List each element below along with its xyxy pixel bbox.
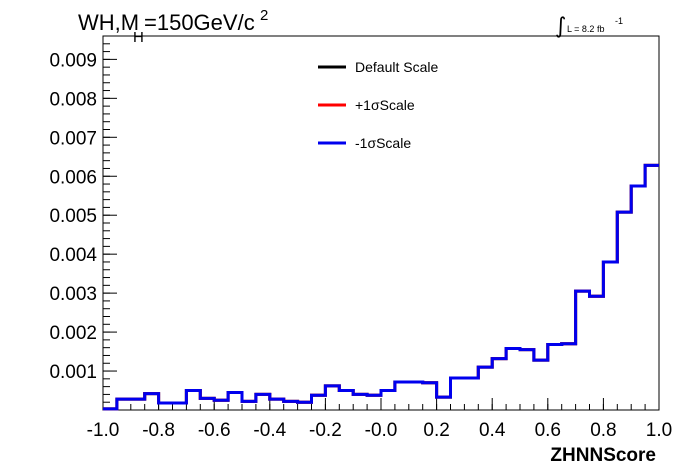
x-axis-label: ZHNNScore [550,445,656,466]
x-tick-label: 0.4 [479,420,506,441]
series-line-0 [103,163,659,411]
title-main: WH,M [78,10,139,35]
x-tick-label: -0.4 [253,420,286,441]
x-tick-label: -0.0 [365,420,398,441]
y-axis: 0.001 0.002 0.003 0.004 0.005 0.006 0.007 0.008… [49,43,117,403]
lumi-text: L = 8.2 fb [567,24,604,34]
y-tick-label: 0.008 [49,89,97,110]
x-tick-label: -0.6 [198,420,231,441]
y-tick-label: 0.005 [49,206,97,227]
title-subscript: H [133,29,144,46]
x-tick-label: 1.0 [646,420,672,441]
y-tick-label: 0.001 [49,362,97,383]
x-tick-label: -0.2 [309,420,342,441]
y-tick-label: 0.009 [49,50,97,71]
title-rest: =150GeV/c [144,10,255,35]
luminosity-label: ∫ L = 8.2 fb -1 [555,14,623,39]
y-tick-label: 0.007 [49,128,97,149]
x-tick-label: 0.8 [590,420,616,441]
series-line-2 [103,163,659,411]
lumi-superscript: -1 [615,16,623,26]
series-lines [103,163,659,411]
x-axis: -1.0 -0.8 -0.6 -0.4 -0.2 -0.0 0.2 0.4 0.6 0.8 1.0 [87,398,672,441]
legend: Default Scale +1σScale -1σScale [318,59,438,151]
x-tick-label: -1.0 [87,420,120,441]
x-tick-label: 0.2 [423,420,449,441]
x-tick-label: -0.8 [142,420,175,441]
y-tick-label: 0.002 [49,323,97,344]
integral-symbol: ∫ [555,14,566,39]
y-tick-label: 0.006 [49,167,97,188]
x-tick-label: 0.6 [535,420,561,441]
y-tick-label: 0.004 [49,245,97,266]
legend-label: -1σScale [355,135,411,151]
plot-frame [102,35,660,411]
y-tick-label: 0.003 [49,284,97,305]
series-line-1 [103,163,659,411]
chart-title: WH,M H =150GeV/c 2 [78,7,268,46]
legend-label: +1σScale [355,97,415,113]
legend-label: Default Scale [355,59,438,75]
title-superscript: 2 [260,7,268,24]
